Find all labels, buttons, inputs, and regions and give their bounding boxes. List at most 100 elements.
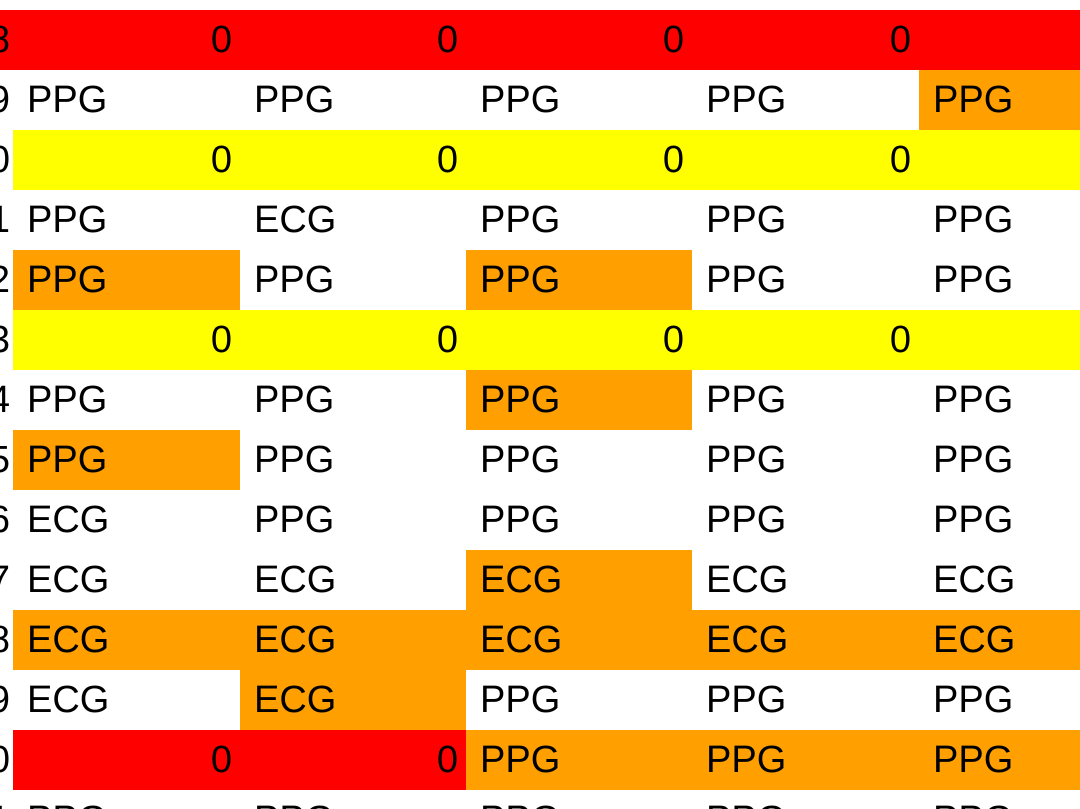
table-row: 16ECGPPGPPGPPGPPG <box>0 490 1080 550</box>
cell[interactable]: PPG <box>13 70 240 130</box>
cell[interactable]: ECG <box>466 550 692 610</box>
cell[interactable]: PPG <box>466 430 692 490</box>
cell[interactable]: PPG <box>692 370 919 430</box>
cell[interactable]: 0 <box>466 310 692 370</box>
cell[interactable]: ECG <box>13 670 240 730</box>
cell[interactable]: PPG <box>692 490 919 550</box>
cell[interactable]: PPG <box>692 790 919 809</box>
cell[interactable]: ECG <box>240 610 466 670</box>
cell[interactable]: 0 <box>466 10 692 70</box>
row-index-cell[interactable]: 10 <box>0 130 13 190</box>
cell[interactable]: ECG <box>466 610 692 670</box>
cell[interactable]: ECG <box>13 610 240 670</box>
cell[interactable]: PPG <box>692 430 919 490</box>
cell[interactable]: PPG <box>919 250 1080 310</box>
row-index-cell[interactable]: 11 <box>0 190 13 250</box>
cell[interactable]: 0 <box>13 10 240 70</box>
cell[interactable]: ECG <box>240 670 466 730</box>
cell[interactable] <box>919 310 1080 370</box>
cell[interactable]: PPG <box>919 670 1080 730</box>
cell[interactable]: PPG <box>13 790 240 809</box>
cell[interactable]: PPG <box>919 370 1080 430</box>
cell[interactable]: PPG <box>692 70 919 130</box>
row-index-cell[interactable]: 20 <box>0 730 13 790</box>
cell[interactable]: PPG <box>466 490 692 550</box>
cell[interactable]: 0 <box>692 310 919 370</box>
cell[interactable]: PPG <box>919 190 1080 250</box>
cell[interactable]: PPG <box>919 490 1080 550</box>
row-index-label: 14 <box>0 370 10 430</box>
row-index-cell[interactable]: 21 <box>0 790 13 809</box>
cell[interactable]: PPG <box>240 430 466 490</box>
cell[interactable]: 0 <box>240 130 466 190</box>
cell[interactable]: 0 <box>240 730 466 790</box>
cell[interactable]: PPG <box>13 430 240 490</box>
cell[interactable]: PPG <box>692 190 919 250</box>
cell[interactable]: PPG <box>466 250 692 310</box>
cell[interactable]: 0 <box>692 10 919 70</box>
cell[interactable]: ECG <box>919 610 1080 670</box>
cell[interactable]: PPG <box>919 730 1080 790</box>
cell[interactable]: PPG <box>466 70 692 130</box>
row-index-label: 18 <box>0 610 10 670</box>
cell[interactable]: PPG <box>692 250 919 310</box>
row-index-cell[interactable]: 19 <box>0 670 13 730</box>
row-index-cell[interactable]: 8 <box>0 10 13 70</box>
row-index-label: 19 <box>0 670 10 730</box>
row-index-label: 21 <box>0 790 10 809</box>
cell[interactable]: PPG <box>240 370 466 430</box>
cell[interactable]: PPG <box>692 670 919 730</box>
row-index-label: 10 <box>0 130 10 190</box>
cell[interactable]: PPG <box>466 370 692 430</box>
table-row: 14PPGPPGPPGPPGPPG <box>0 370 1080 430</box>
cell[interactable]: 0 <box>466 130 692 190</box>
cell[interactable]: PPG <box>240 70 466 130</box>
cell[interactable]: 0 <box>13 130 240 190</box>
cell[interactable]: ECG <box>13 550 240 610</box>
row-index-cell[interactable]: 12 <box>0 250 13 310</box>
row-index-cell[interactable]: 15 <box>0 430 13 490</box>
cell[interactable]: 0 <box>13 310 240 370</box>
cell[interactable] <box>919 10 1080 70</box>
cell[interactable]: ECG <box>692 550 919 610</box>
cell[interactable]: 0 <box>692 130 919 190</box>
table-row: 2000PPGPPGPPG <box>0 730 1080 790</box>
cell[interactable]: PPG <box>692 730 919 790</box>
row-index-cell[interactable]: 16 <box>0 490 13 550</box>
cell[interactable]: PPG <box>919 70 1080 130</box>
row-index-cell[interactable]: 14 <box>0 370 13 430</box>
table-row: 11PPGECGPPGPPGPPG <box>0 190 1080 250</box>
cell[interactable]: 0 <box>240 310 466 370</box>
cell[interactable]: PPG <box>13 190 240 250</box>
cell[interactable] <box>919 130 1080 190</box>
cell[interactable]: PPG <box>919 430 1080 490</box>
row-index-cell[interactable]: 9 <box>0 70 13 130</box>
table-row: 19ECGECGPPGPPGPPG <box>0 670 1080 730</box>
cell[interactable]: PPG <box>240 250 466 310</box>
row-index-cell[interactable]: 18 <box>0 610 13 670</box>
cell[interactable]: ECG <box>13 490 240 550</box>
cell[interactable]: 0 <box>13 730 240 790</box>
table-row: 80000 <box>0 10 1080 70</box>
row-index-cell[interactable]: 17 <box>0 550 13 610</box>
cell[interactable]: PPG <box>240 490 466 550</box>
cell[interactable]: PPG <box>13 370 240 430</box>
table-row: 100000 <box>0 130 1080 190</box>
cell[interactable]: PPG <box>466 790 692 809</box>
cell[interactable]: PPG <box>240 790 466 809</box>
cell[interactable]: PPG <box>466 670 692 730</box>
cell[interactable]: 0 <box>240 10 466 70</box>
cell[interactable]: ECG <box>692 610 919 670</box>
cell[interactable]: ECG <box>240 190 466 250</box>
table-row: 18ECGECGECGECGECG <box>0 610 1080 670</box>
cell[interactable]: PPG <box>919 790 1080 809</box>
row-index-label: 15 <box>0 430 10 490</box>
cell[interactable]: PPG <box>466 190 692 250</box>
cell[interactable]: PPG <box>466 730 692 790</box>
cell[interactable]: ECG <box>919 550 1080 610</box>
table-row: 17ECGECGECGECGECG <box>0 550 1080 610</box>
cell[interactable]: ECG <box>240 550 466 610</box>
row-index-cell[interactable]: 13 <box>0 310 13 370</box>
cell[interactable]: PPG <box>13 250 240 310</box>
